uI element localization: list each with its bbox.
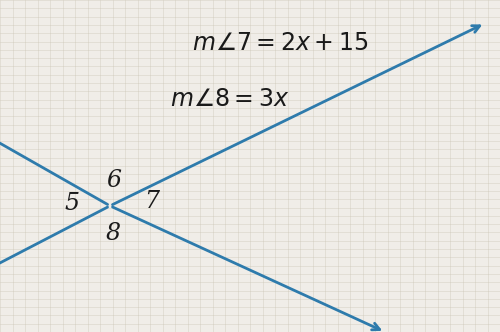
Text: $m\angle 8 = 3x$: $m\angle 8 = 3x$ [170,88,290,111]
Text: 6: 6 [106,169,121,192]
Text: 5: 5 [64,192,79,215]
Text: 8: 8 [106,222,121,245]
Text: $m\angle 7 = 2x + 15$: $m\angle 7 = 2x + 15$ [192,32,368,55]
Text: 7: 7 [144,190,160,213]
